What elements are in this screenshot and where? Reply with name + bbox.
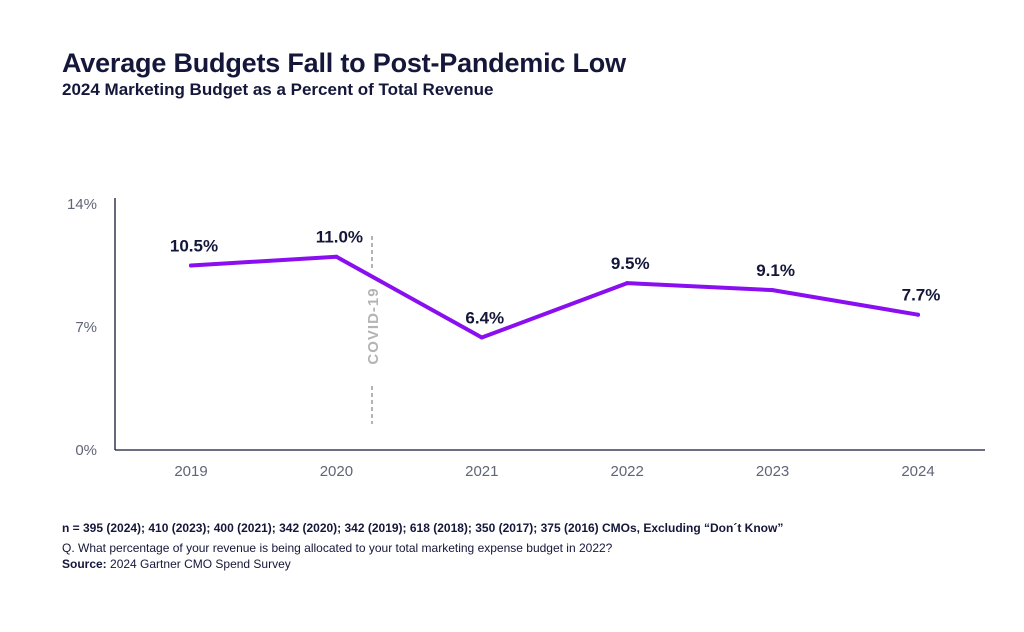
- covid-annotation-label: COVID-19: [365, 287, 382, 364]
- data-point: [770, 288, 775, 293]
- x-tick-label: 2019: [174, 463, 207, 480]
- data-label: 7.7%: [902, 286, 941, 305]
- series-line: [189, 254, 920, 340]
- chart-subtitle: 2024 Marketing Budget as a Percent of To…: [62, 80, 494, 99]
- data-label: 9.5%: [611, 254, 650, 273]
- source-label: Source:: [62, 557, 107, 571]
- data-label: 6.4%: [465, 309, 504, 328]
- series: [189, 254, 920, 340]
- source-text: 2024 Gartner CMO Spend Survey: [106, 557, 291, 571]
- source-note: Source: 2024 Gartner CMO Spend Survey: [62, 556, 783, 572]
- axes: 0% 7% 14% 2019 2020 2021 2022 2023 2024: [67, 196, 985, 480]
- data-point: [479, 335, 484, 340]
- x-tick-label: 2022: [611, 463, 644, 480]
- sample-size-note: n = 395 (2024); 410 (2023); 400 (2021); …: [62, 521, 784, 535]
- line-chart: 0% 7% 14% 2019 2020 2021 2022 2023 2024 COVID-19…: [67, 196, 985, 480]
- data-point: [625, 281, 630, 286]
- data-labels: 10.5% 11.0% 6.4% 9.5% 9.1% 7.7%: [170, 228, 940, 328]
- data-point: [334, 254, 339, 259]
- survey-question: Q. What percentage of your revenue is be…: [62, 541, 613, 555]
- data-label: 9.1%: [756, 261, 795, 280]
- chart-title: Average Budgets Fall to Post-Pandemic Lo…: [62, 48, 626, 78]
- y-tick-label: 14%: [67, 196, 97, 213]
- data-label: 11.0%: [316, 228, 363, 247]
- annotations: COVID-19: [365, 236, 382, 424]
- x-tick-label: 2024: [901, 463, 934, 480]
- data-point: [189, 263, 193, 268]
- data-point: [916, 312, 920, 317]
- x-tick-label: 2023: [756, 463, 789, 480]
- data-label: 10.5%: [170, 237, 218, 256]
- chart-footer: n = 395 (2024); 410 (2023); 400 (2021); …: [62, 520, 783, 572]
- y-tick-label: 0%: [75, 442, 97, 459]
- y-tick-label: 7%: [75, 319, 97, 336]
- x-tick-label: 2021: [465, 463, 498, 480]
- x-tick-label: 2020: [320, 463, 353, 480]
